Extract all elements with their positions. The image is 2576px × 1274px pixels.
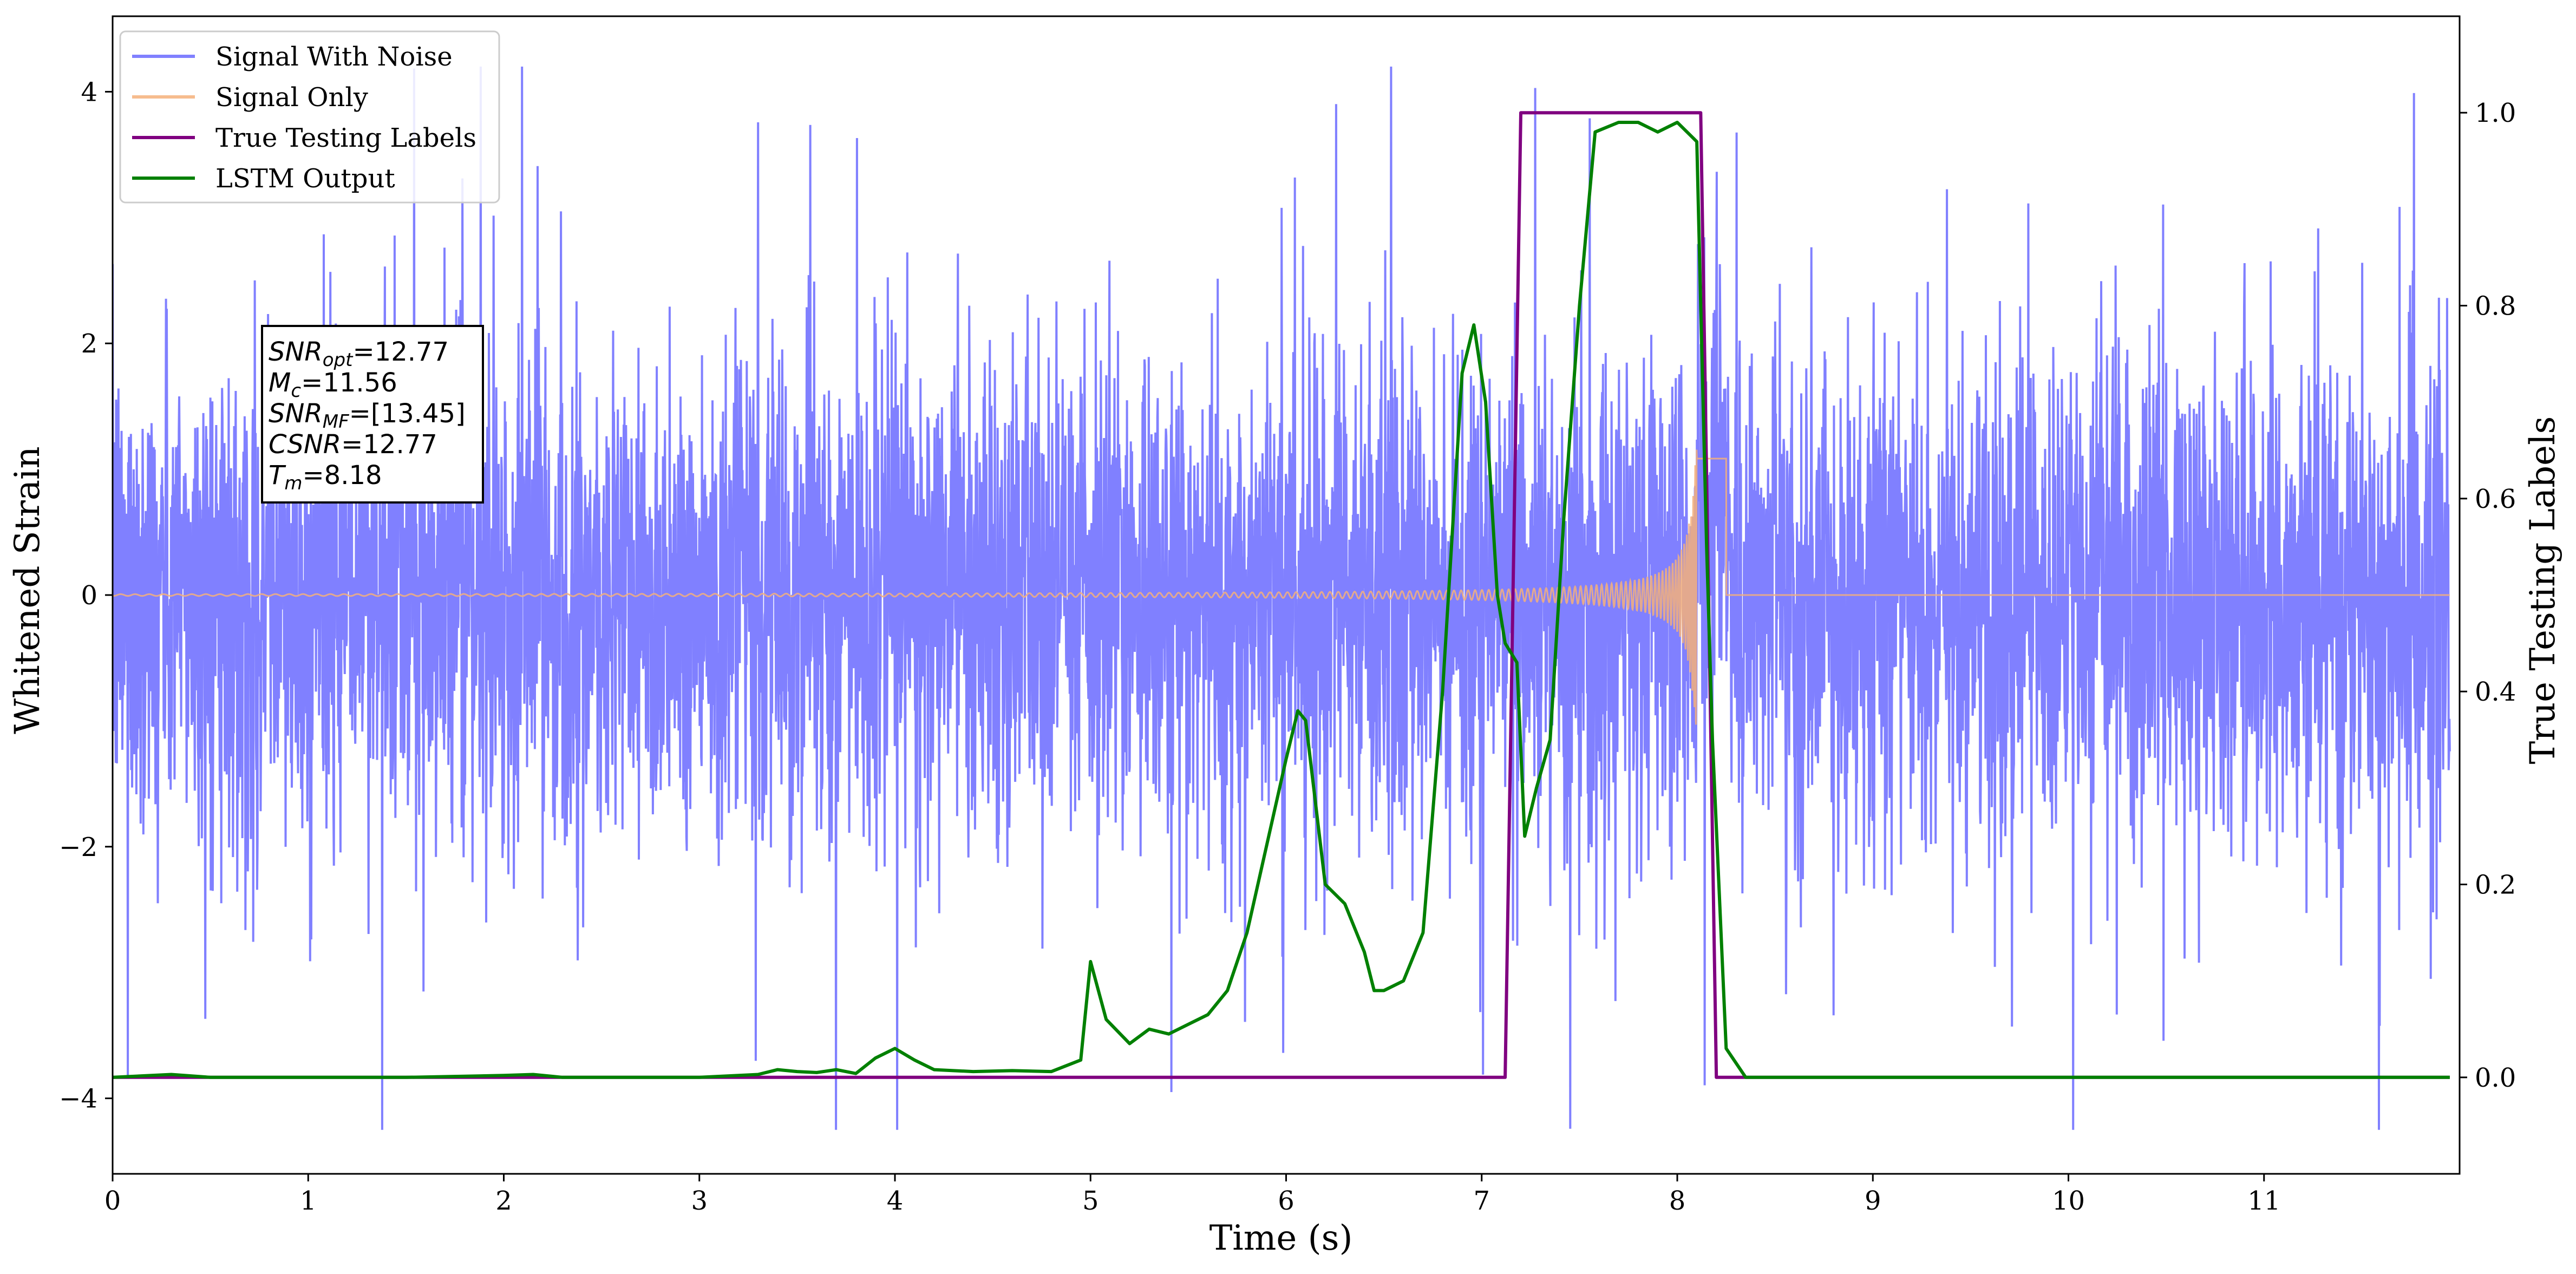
annotation-line: SNRMF=[13.45] <box>269 398 466 433</box>
x-tick-label: 7 <box>1473 1186 1490 1216</box>
y-left-tick-label: −2 <box>59 832 97 863</box>
series-signal-only <box>113 449 2450 725</box>
legend-label: LSTM Output <box>215 164 395 194</box>
annotation-line: Mc=11.56 <box>269 368 397 402</box>
y-right-tick-label: 0.8 <box>2475 291 2516 322</box>
y-right-tick-label: 0.0 <box>2475 1063 2516 1093</box>
x-tick-label: 6 <box>1278 1186 1294 1216</box>
annotation-frame <box>261 325 484 504</box>
y-left-tick-label: −4 <box>59 1084 97 1114</box>
annotation-line: CSNR=12.77 <box>269 429 437 460</box>
x-tick-label: 5 <box>1082 1186 1099 1216</box>
y-right-tick-label: 0.4 <box>2475 677 2516 707</box>
x-tick-label: 4 <box>887 1186 904 1216</box>
y-left-tick-label: 4 <box>81 77 97 107</box>
legend-label: Signal With Noise <box>215 42 453 72</box>
legend: Signal With Noise Signal Only True Testing… <box>119 30 500 204</box>
annotation-line: Tm=8.18 <box>269 460 382 494</box>
series-signal-with-noise <box>113 66 2451 1130</box>
x-tick-label: 8 <box>1669 1186 1686 1216</box>
legend-label: True Testing Labels <box>215 123 476 153</box>
x-tick-label: 11 <box>2247 1186 2280 1216</box>
x-tick-label: 0 <box>104 1186 121 1216</box>
x-tick-label: 3 <box>691 1186 708 1216</box>
y-right-tick-label: 0.2 <box>2475 870 2516 900</box>
annotation-line: SNRopt=12.77 <box>269 337 449 371</box>
x-axis-label: Time (s) <box>1209 1218 1353 1258</box>
legend-label: Signal Only <box>215 82 368 113</box>
x-tick-label: 9 <box>1865 1186 1881 1216</box>
y-right-tick-label: 1.0 <box>2475 98 2516 128</box>
x-tick-label: 10 <box>2052 1186 2085 1216</box>
annotation-box: SNRopt=12.77Mc=11.56SNRMF=[13.45]CSNR=12… <box>261 325 484 504</box>
y-left-tick-label: 0 <box>81 580 97 611</box>
x-tick-label: 2 <box>495 1186 512 1216</box>
legend-frame <box>119 30 500 204</box>
y-axis-label-right: True Testing Labels <box>2523 416 2563 765</box>
y-right-tick-label: 0.6 <box>2475 484 2516 514</box>
series-group <box>113 66 2451 1130</box>
axes: 0 1 2 3 4 5 6 7 8 9 10 11 −4 −2 0 2 4 0.0 0.2 0.4 0.6 0.8 1.0 <box>59 15 2516 1216</box>
x-tick-label: 1 <box>300 1186 317 1216</box>
y-left-tick-label: 2 <box>81 329 97 359</box>
series-lstm-output <box>113 121 2450 1079</box>
y-axis-label-left: Whitened Strain <box>8 446 48 734</box>
plot-area <box>113 66 2451 1130</box>
